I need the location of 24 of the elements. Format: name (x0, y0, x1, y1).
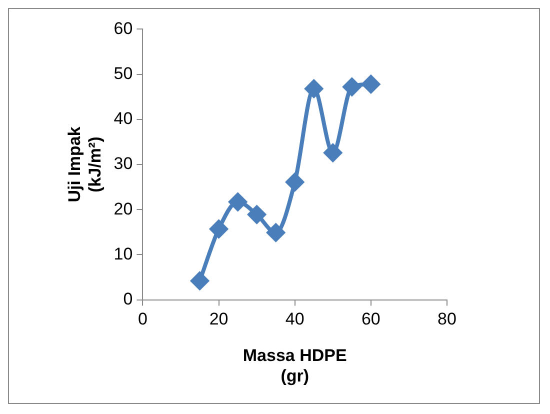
point (228, 192, 247, 211)
y-tick-label: 60 (114, 18, 133, 38)
x-tick-label: 40 (285, 310, 304, 329)
y-tick-label: 0 (123, 289, 133, 308)
y-tick-label: 10 (114, 244, 133, 264)
point (342, 78, 361, 96)
point (266, 224, 285, 242)
point (190, 272, 209, 290)
x-tick-label: 0 (138, 310, 148, 329)
point (286, 173, 304, 192)
x-tick-label: 80 (438, 310, 456, 329)
point (304, 80, 323, 98)
y-axis-title: Uji Impak (kJ/m²) (64, 126, 104, 202)
x-axis-title: Massa HDPE (gr) (242, 346, 347, 386)
x-tick-label: 60 (361, 310, 380, 329)
point (210, 220, 228, 238)
x-tick-label: 20 (209, 310, 228, 329)
y-tick-label: 20 (114, 199, 133, 218)
point (324, 144, 342, 162)
y-tick-label: 50 (114, 64, 133, 83)
y-tick-label: 30 (114, 154, 133, 174)
point (248, 206, 266, 224)
point (362, 75, 380, 94)
y-tick-label: 40 (114, 109, 133, 128)
